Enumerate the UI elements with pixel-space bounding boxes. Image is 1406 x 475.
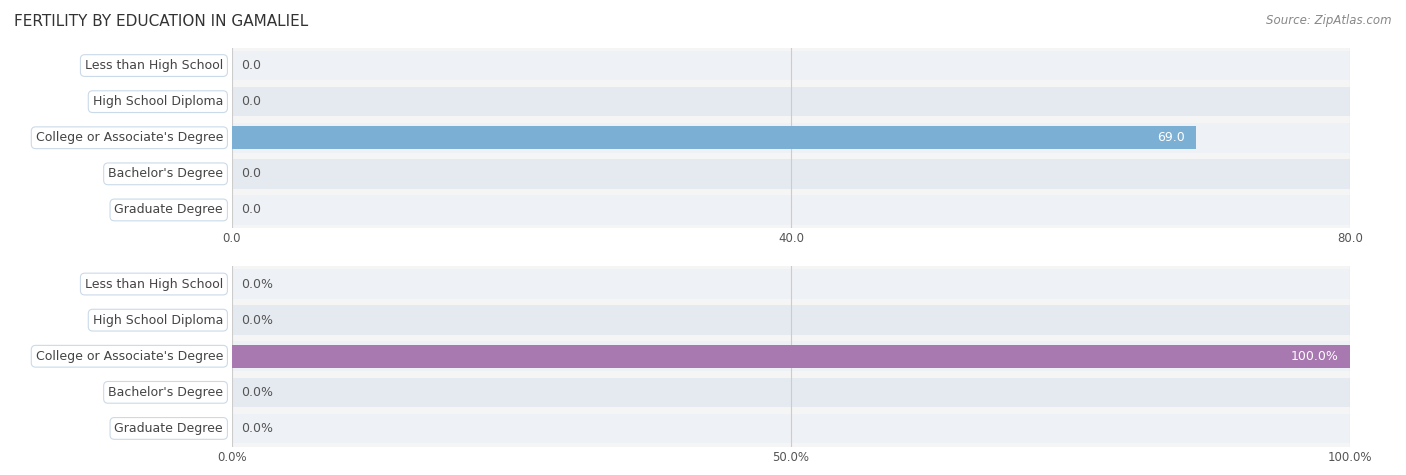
Text: Bachelor's Degree: Bachelor's Degree [108, 386, 224, 399]
Text: 69.0: 69.0 [1157, 131, 1185, 144]
Text: 0.0: 0.0 [240, 203, 262, 217]
Text: Graduate Degree: Graduate Degree [114, 203, 224, 217]
Text: High School Diploma: High School Diploma [93, 314, 224, 327]
Bar [232, 195, 1350, 225]
Bar [232, 159, 1350, 189]
Text: Less than High School: Less than High School [84, 59, 224, 72]
Bar [232, 269, 1350, 299]
Bar [232, 51, 1350, 80]
Text: Graduate Degree: Graduate Degree [114, 422, 224, 435]
Text: College or Associate's Degree: College or Associate's Degree [35, 131, 224, 144]
Bar [232, 345, 1350, 368]
Text: 0.0%: 0.0% [240, 314, 273, 327]
Text: Less than High School: Less than High School [84, 277, 224, 291]
Bar [232, 123, 1350, 152]
Bar [232, 378, 1350, 407]
Bar [232, 342, 1350, 371]
Bar [232, 126, 1197, 149]
Text: FERTILITY BY EDUCATION IN GAMALIEL: FERTILITY BY EDUCATION IN GAMALIEL [14, 14, 308, 29]
Text: 0.0: 0.0 [240, 167, 262, 180]
Text: Source: ZipAtlas.com: Source: ZipAtlas.com [1267, 14, 1392, 27]
Text: 0.0%: 0.0% [240, 422, 273, 435]
Bar [232, 305, 1350, 335]
Text: 0.0: 0.0 [240, 95, 262, 108]
Bar [232, 414, 1350, 443]
Text: 0.0%: 0.0% [240, 386, 273, 399]
Text: 0.0%: 0.0% [240, 277, 273, 291]
Text: College or Associate's Degree: College or Associate's Degree [35, 350, 224, 363]
Text: 100.0%: 100.0% [1291, 350, 1339, 363]
Text: High School Diploma: High School Diploma [93, 95, 224, 108]
Bar [232, 87, 1350, 116]
Text: 0.0: 0.0 [240, 59, 262, 72]
Text: Bachelor's Degree: Bachelor's Degree [108, 167, 224, 180]
